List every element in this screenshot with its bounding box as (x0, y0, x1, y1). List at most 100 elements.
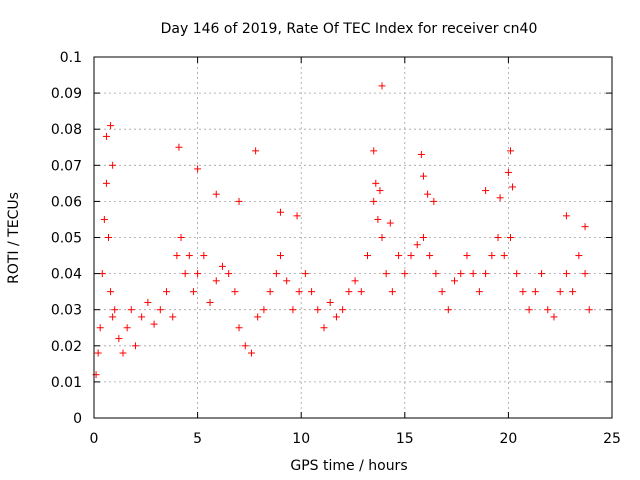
data-point (550, 313, 558, 321)
data-point (370, 197, 378, 205)
data-point (374, 215, 382, 223)
y-tick-label: 0.04 (51, 267, 82, 283)
data-point (531, 288, 539, 296)
chart-title: Day 146 of 2019, Rate Of TEC Index for r… (161, 21, 538, 37)
data-point (506, 234, 514, 241)
data-point (345, 288, 353, 296)
data-point (293, 212, 301, 220)
data-point (102, 179, 110, 187)
data-point (173, 252, 181, 260)
data-point (386, 219, 394, 227)
data-point (395, 252, 403, 260)
data-point (378, 234, 386, 241)
y-tick-label: 0.09 (51, 86, 82, 102)
data-point (177, 234, 185, 241)
data-point (200, 252, 208, 260)
data-point (212, 190, 220, 198)
y-tick-label: 0.05 (51, 231, 82, 247)
data-point (444, 306, 452, 314)
data-point (504, 169, 512, 177)
data-point (301, 270, 309, 278)
data-point (254, 313, 262, 321)
data-point (127, 306, 135, 314)
data-point (169, 313, 177, 321)
data-point (326, 298, 334, 306)
data-point (372, 179, 380, 187)
data-point (430, 197, 438, 205)
data-point (339, 306, 347, 314)
data-point (500, 252, 508, 260)
data-point (218, 262, 226, 270)
y-tick-label: 0.08 (51, 122, 82, 138)
axis-ticks: 0 5 10 15 20 25 0 0.01 0.02 0.03 0.04 0.05 0.06 0.07 0… (51, 50, 621, 447)
data-point (469, 270, 477, 278)
data-point (107, 288, 115, 296)
data-point (575, 252, 583, 260)
y-tick-label: 0.01 (51, 375, 82, 391)
data-point (115, 335, 123, 343)
data-point (272, 270, 280, 278)
data-point (388, 288, 396, 296)
data-point (320, 324, 328, 332)
data-point (206, 298, 214, 306)
data-point (569, 288, 577, 296)
data-point (225, 270, 233, 278)
data-point (525, 306, 533, 314)
data-point (94, 349, 102, 357)
data-point (407, 252, 415, 260)
data-point (419, 234, 427, 241)
x-tick-label: 10 (292, 431, 310, 447)
data-point (506, 147, 514, 155)
data-point (378, 82, 386, 90)
data-point (482, 187, 490, 195)
data-point (463, 252, 471, 260)
data-point (109, 161, 117, 169)
data-point (119, 349, 127, 357)
data-point (556, 288, 564, 296)
data-point (581, 223, 589, 231)
data-point (332, 313, 340, 321)
data-point (181, 270, 189, 278)
data-point (100, 215, 108, 223)
x-tick-label: 20 (499, 431, 517, 447)
data-point (283, 277, 291, 285)
data-point (413, 241, 421, 249)
data-point (544, 306, 552, 314)
data-point (185, 252, 193, 260)
data-point (295, 288, 303, 296)
data-point (266, 288, 274, 296)
data-point (163, 288, 171, 296)
data-point (144, 298, 152, 306)
x-tick-label: 0 (90, 431, 99, 447)
data-point (314, 306, 322, 314)
data-point (194, 165, 202, 173)
data-point (123, 324, 131, 332)
data-point (562, 270, 570, 278)
data-point (131, 342, 139, 350)
data-point (370, 147, 378, 155)
data-point (156, 306, 164, 314)
data-point (417, 150, 425, 158)
data-point (189, 288, 197, 296)
data-point (475, 288, 483, 296)
data-point (562, 212, 570, 220)
y-axis-label: ROTI / TECUs (6, 192, 22, 284)
data-point (438, 288, 446, 296)
data-point (289, 306, 297, 314)
data-point (247, 349, 255, 357)
data-point (351, 277, 359, 285)
data-point (111, 306, 119, 314)
data-points (92, 82, 593, 379)
data-point (451, 277, 459, 285)
data-point (107, 122, 115, 130)
data-point (482, 270, 490, 278)
data-point (308, 288, 316, 296)
data-point (102, 132, 110, 140)
data-point (401, 270, 409, 278)
data-point (419, 172, 427, 180)
data-point (519, 288, 527, 296)
y-tick-label: 0 (73, 411, 82, 427)
data-point (585, 306, 593, 314)
data-point (252, 147, 260, 155)
data-point (150, 320, 158, 328)
